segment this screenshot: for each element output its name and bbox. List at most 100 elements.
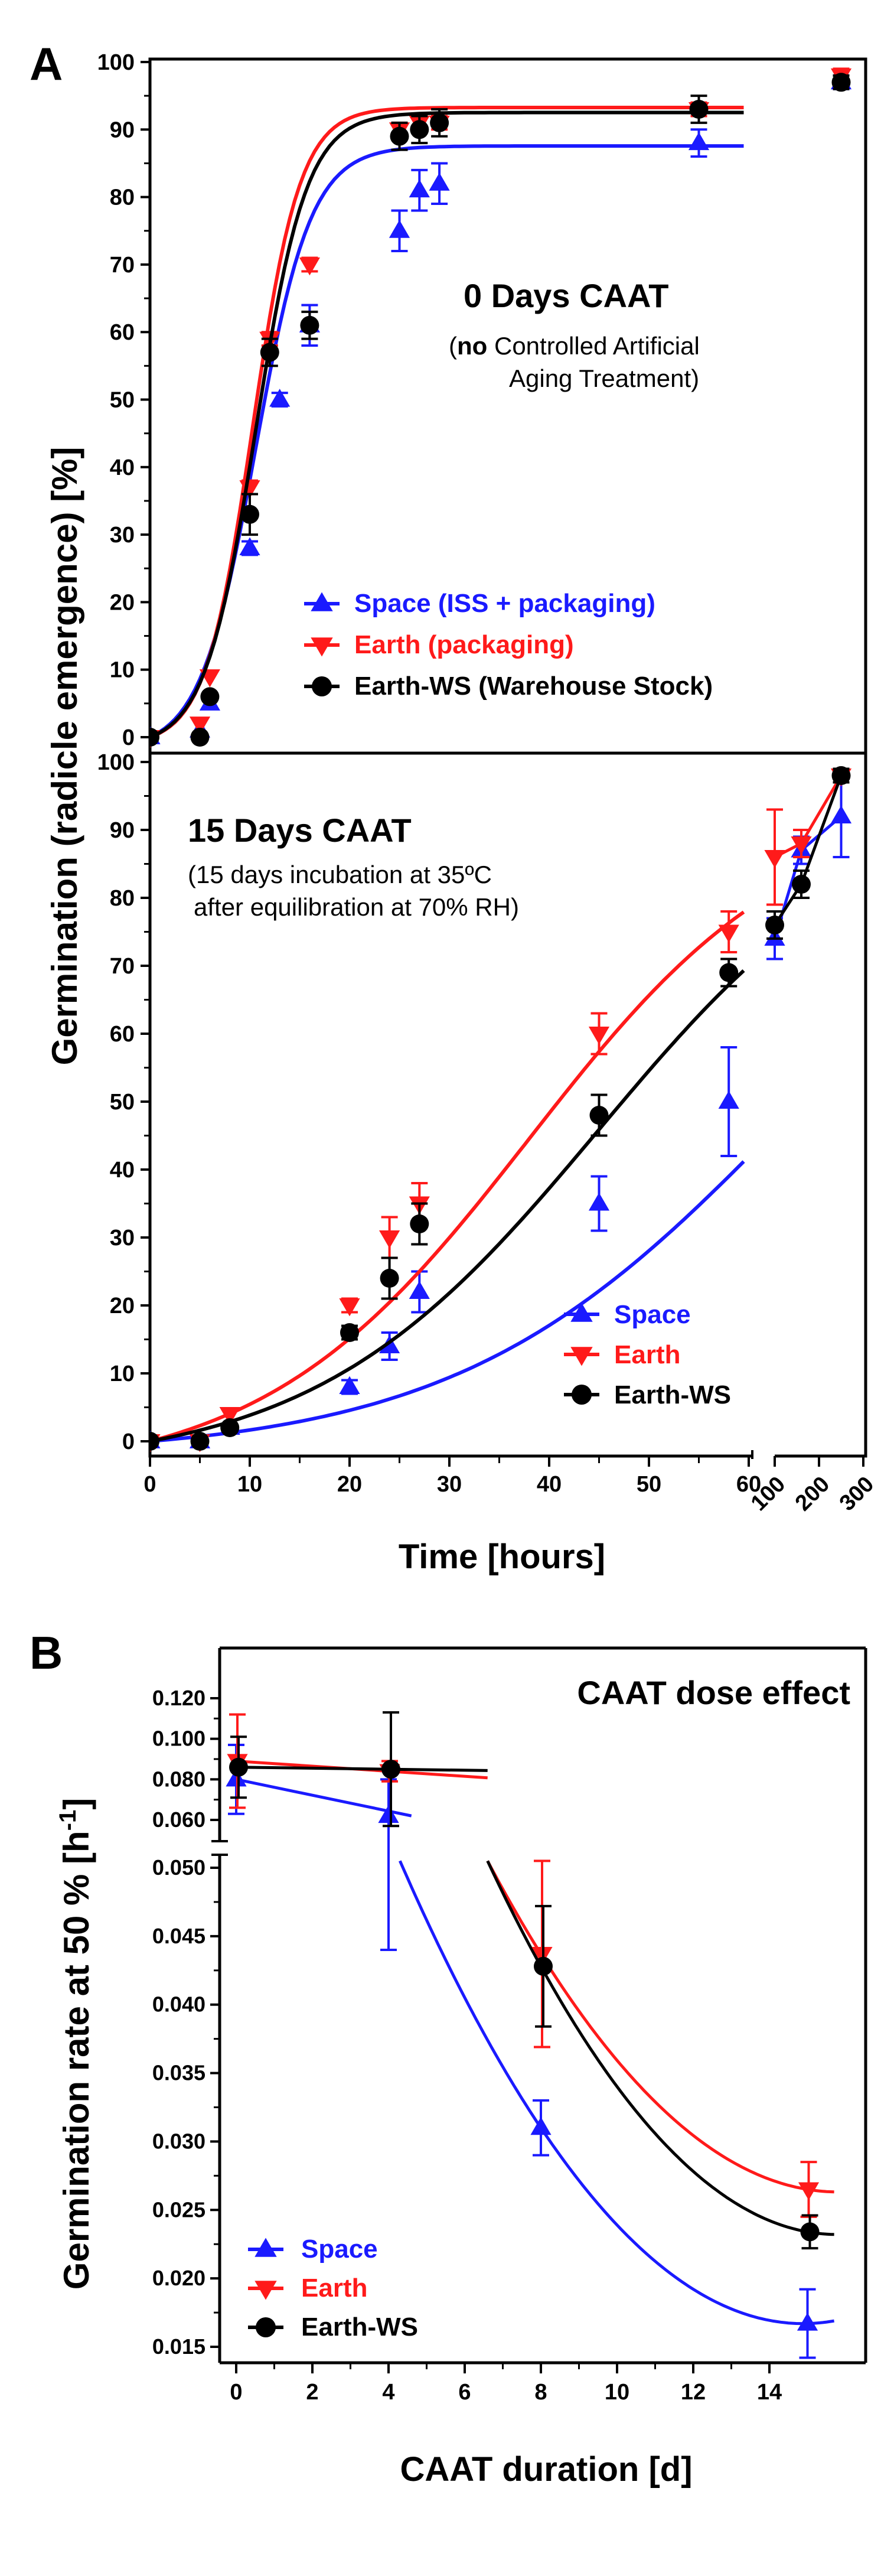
- data-point-space: [269, 389, 291, 407]
- y-tick-label: 20: [110, 590, 135, 615]
- y-tick-label: 80: [110, 185, 135, 210]
- panel-a-top-note-line2: Aging Treatment): [509, 364, 699, 392]
- panel-a-top-title: 0 Days CAAT: [464, 277, 669, 314]
- panel-b-y-axis-label: Germination rate at 50 % [h-1]: [55, 1798, 96, 2290]
- panel-a-bottom-y-ticks: 0 10 20 30 40 50 60 70 80 90 100: [97, 750, 150, 1454]
- data-point-earth-ws: [800, 2222, 820, 2242]
- legend-label-earth: Earth: [301, 2274, 367, 2303]
- y-tick-label: 40: [110, 455, 135, 480]
- legend-marker-earth: [248, 2281, 283, 2300]
- x-tick-label: 4: [382, 2380, 394, 2405]
- panel-a-letter: A: [30, 38, 63, 90]
- x-tick-label: 50: [637, 1472, 661, 1497]
- panel-a-bottom-title: 15 Days CAAT: [188, 812, 412, 849]
- y-tick-label: 0.050: [152, 1855, 205, 1880]
- panel-a-bottom-plot: [150, 766, 852, 1453]
- panel-b-title: CAAT dose effect: [577, 1674, 850, 1711]
- data-point-space: [409, 179, 430, 198]
- data-point-earth: [798, 2182, 820, 2200]
- y-tick-label: 30: [110, 1226, 135, 1250]
- panel-a-y-axis-label: Germination (radicle emergence) [%]: [45, 447, 84, 1066]
- data-point-space: [688, 132, 710, 151]
- panel-a-top-plot: [150, 67, 852, 748]
- y-tick-label: 0.100: [152, 1727, 205, 1751]
- fit-curve-earth: [150, 910, 745, 1443]
- error-bar-space: [380, 1778, 397, 1952]
- y-tick-label: 70: [110, 954, 135, 979]
- legend-label-earth-ws: Earth-WS (Warehouse Stock): [354, 672, 713, 701]
- y-tick-label: 70: [110, 253, 135, 278]
- data-point-earth-ws: [190, 1432, 210, 1451]
- panel-b-lower-plot: [399, 1860, 834, 2326]
- legend-marker-space: [564, 1302, 599, 1322]
- data-point-space: [830, 805, 852, 823]
- data-point-earth-ws: [410, 1214, 429, 1233]
- y-tick-label: 90: [110, 818, 135, 843]
- legend-marker-space: [570, 1302, 593, 1322]
- y-tick-label: 60: [110, 320, 135, 345]
- panel-b-letter: B: [30, 1627, 63, 1679]
- panel-a-bottom-note-line2: after equilibration at 70% RH): [194, 893, 519, 921]
- fit-curve-earth: [150, 106, 744, 739]
- panel-b-y-ticks: 0.015 0.020 0.025 0.030 0.035 0.040 0.045 0.050…: [152, 1686, 220, 2359]
- data-point-space: [239, 537, 260, 555]
- data-point-earth-ws: [229, 1757, 248, 1777]
- legend-marker-earth-ws: [256, 2317, 276, 2337]
- y-tick-label: 0.045: [152, 1924, 205, 1948]
- data-point-earth: [718, 924, 739, 943]
- data-point-earth: [239, 480, 260, 499]
- legend-marker-earth-ws: [564, 1385, 599, 1405]
- y-tick-label: 80: [110, 886, 135, 911]
- x-tick-label: 10: [237, 1472, 262, 1497]
- data-point-earth-ws: [260, 343, 279, 362]
- panel-a-bottom-note-line1: (15 days incubation at 35ºC: [188, 861, 492, 888]
- y-tick-label: 50: [110, 388, 135, 413]
- legend-marker-space: [311, 592, 333, 611]
- y-tick-label: 100: [97, 750, 135, 775]
- data-point-space: [718, 1090, 739, 1109]
- data-point-space: [339, 1376, 360, 1394]
- x-tick-label: 200: [791, 1472, 835, 1516]
- y-tick-label: 0.040: [152, 1992, 205, 2017]
- panel-a-bottom-legend: Space Earth Earth-WS: [564, 1300, 731, 1409]
- fit-curve-upper-earth-ws: [236, 1766, 488, 1772]
- legend-marker-earth: [304, 637, 340, 657]
- data-point-earth: [588, 1027, 610, 1045]
- legend-label-earth-ws: Earth-WS: [614, 1380, 731, 1409]
- data-point-space: [797, 2313, 818, 2331]
- data-point-earth: [764, 850, 785, 868]
- x-tick-label: 2: [306, 2380, 318, 2405]
- panel-a-top-y-ticks: 0 10 20 30 40 50 60 70 80 90 100: [97, 50, 150, 750]
- legend-marker-earth-ws: [572, 1385, 592, 1405]
- y-tick-label: 50: [110, 1090, 135, 1115]
- data-point-space: [389, 220, 410, 238]
- panel-b: B Germination rate at 50 % [h-1] CAAT do…: [30, 1627, 867, 2489]
- data-point-earth-ws: [410, 120, 429, 139]
- data-point-earth-ws: [534, 1956, 553, 1976]
- data-point-space: [409, 1281, 430, 1299]
- y-tick-label: 0.020: [152, 2266, 205, 2290]
- data-point-earth: [791, 836, 812, 855]
- legend-marker-earth: [564, 1347, 599, 1366]
- legend-marker-earth-ws: [248, 2317, 283, 2337]
- y-tick-label: 0: [122, 1429, 135, 1454]
- data-point-earth-ws: [340, 1323, 359, 1342]
- fit-curve-upper-space: [236, 1777, 412, 1818]
- panel-b-points: [226, 1711, 820, 2359]
- x-tick-label: 40: [537, 1472, 562, 1497]
- y-tick-label: 0.035: [152, 2061, 205, 2085]
- data-point-earth: [219, 1407, 240, 1425]
- legend-label-space: Space: [614, 1300, 691, 1329]
- data-point-earth-ws: [150, 728, 159, 747]
- data-point-space: [378, 1805, 399, 1823]
- data-point-earth-ws: [792, 875, 811, 894]
- y-tick-label: 40: [110, 1158, 135, 1183]
- data-point-earth-ws: [200, 687, 220, 706]
- x-tick-label: 300: [835, 1472, 879, 1516]
- x-tick-label: 8: [534, 2380, 547, 2405]
- legend-marker-earth: [311, 637, 333, 657]
- y-tick-label: 90: [110, 118, 135, 142]
- x-axis-break-gap: [752, 1441, 775, 1477]
- legend-marker-earth: [255, 2281, 277, 2300]
